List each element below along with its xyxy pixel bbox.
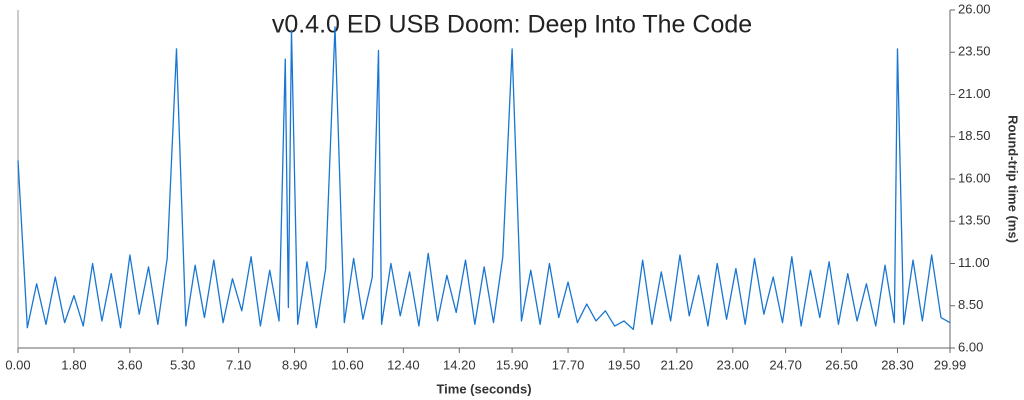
x-tick-label: 5.30: [170, 357, 195, 372]
y-tick-label: 6.00: [958, 339, 983, 354]
x-tick-label: 12.40: [387, 357, 420, 372]
x-tick-label: 1.80: [61, 357, 86, 372]
x-tick-label: 3.60: [117, 357, 142, 372]
x-tick-label: 21.20: [661, 357, 694, 372]
x-tick-label: 7.10: [226, 357, 251, 372]
y-tick-label: 23.50: [958, 44, 991, 59]
x-axis-title: Time (seconds): [436, 381, 531, 396]
chart-title: v0.4.0 ED USB Doom: Deep Into The Code: [272, 11, 752, 39]
x-tick-label: 23.00: [716, 357, 749, 372]
x-tick-label: 19.50: [608, 357, 641, 372]
x-tick-label: 17.70: [552, 357, 585, 372]
x-tick-label: 14.20: [443, 357, 476, 372]
x-tick-label: 8.90: [282, 357, 307, 372]
x-tick-label: 29.99: [934, 357, 967, 372]
y-tick-label: 26.00: [958, 1, 991, 16]
x-tick-label: 24.70: [769, 357, 802, 372]
x-tick-label: 0.00: [5, 357, 30, 372]
y-tick-label: 13.50: [958, 213, 991, 228]
x-tick-label: 10.60: [331, 357, 364, 372]
y-tick-label: 16.00: [958, 170, 991, 185]
x-tick-label: 15.90: [496, 357, 529, 372]
y-tick-label: 11.00: [958, 255, 990, 270]
x-tick-label: 28.30: [881, 357, 914, 372]
y-tick-label: 18.50: [958, 128, 991, 143]
line-series: [17, 26, 951, 331]
y-tick-label: 8.50: [958, 297, 983, 312]
x-tick-label: 26.50: [825, 357, 858, 372]
y-axis-title: Round-trip time (ms): [1006, 115, 1021, 243]
y-tick-label: 21.00: [958, 86, 991, 101]
